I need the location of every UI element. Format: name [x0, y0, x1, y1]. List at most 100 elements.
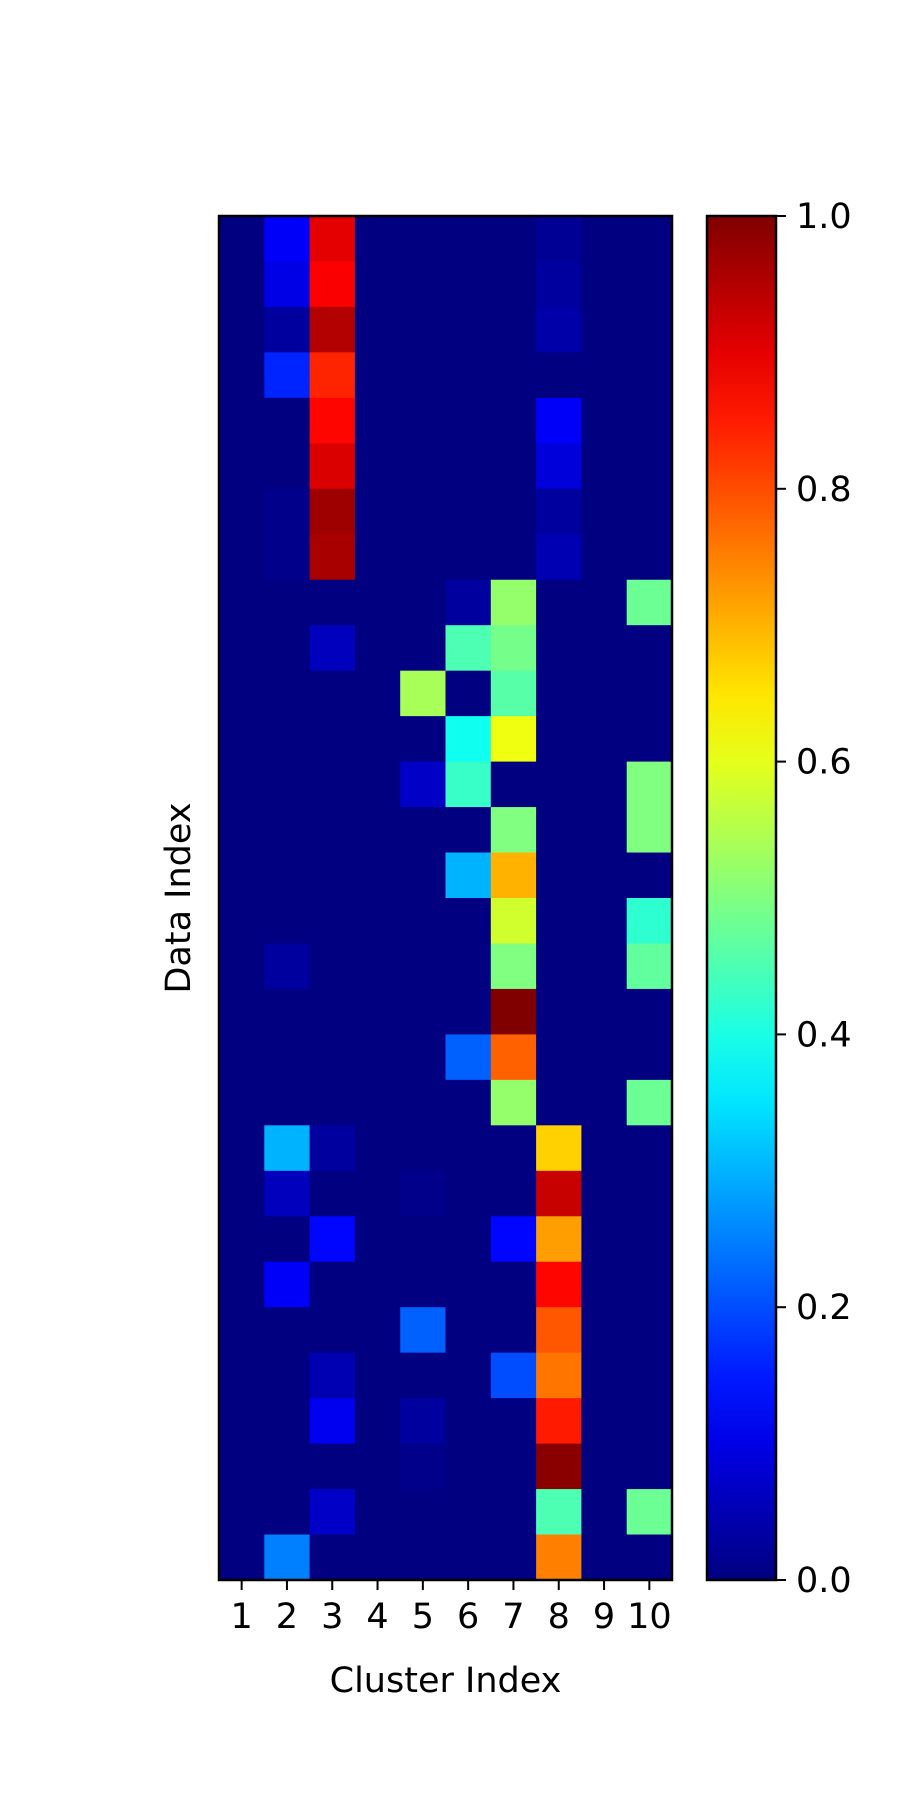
heatmap-cell — [581, 625, 628, 672]
colorbar-tick-label: 1.0 — [796, 197, 852, 237]
heatmap-cell — [581, 761, 628, 808]
heatmap-cell — [309, 261, 356, 308]
heatmap-cell — [400, 1307, 447, 1354]
heatmap-cell — [219, 1398, 265, 1445]
heatmap-cell — [354, 852, 401, 899]
heatmap-cell — [445, 397, 492, 444]
heatmap-cell — [490, 352, 537, 399]
heatmap-cell — [445, 852, 492, 899]
heatmap-cell — [445, 1398, 492, 1445]
heatmap-cell — [445, 352, 492, 399]
heatmap-cell — [581, 1034, 628, 1081]
heatmap-cell — [536, 1352, 582, 1399]
heatmap-cell — [626, 397, 673, 444]
heatmap-cell — [581, 670, 628, 717]
heatmap-cell — [309, 216, 356, 263]
heatmap-cell — [354, 670, 401, 717]
heatmap-cell — [219, 443, 265, 490]
heatmap-cell — [264, 1079, 311, 1126]
heatmap-cell — [400, 1079, 447, 1126]
heatmap-cell — [536, 670, 582, 717]
heatmap-cell — [219, 943, 265, 990]
heatmap-cell — [309, 1170, 356, 1217]
heatmap-cell — [445, 1034, 492, 1081]
heatmap-cell — [400, 534, 447, 581]
heatmap-cell — [490, 716, 537, 763]
heatmap-cell — [219, 306, 265, 353]
heatmap-cell — [309, 670, 356, 717]
heatmap-cell — [626, 1125, 673, 1172]
heatmap-cell — [219, 1534, 265, 1581]
heatmap-cell — [309, 534, 356, 581]
heatmap-cell — [264, 1443, 311, 1490]
heatmap-cell — [581, 1079, 628, 1126]
heatmap-cell — [445, 579, 492, 626]
heatmap-cell — [626, 761, 673, 808]
heatmap-cell — [264, 1534, 311, 1581]
heatmap-cell — [445, 1489, 492, 1536]
heatmap-cell — [309, 443, 356, 490]
heatmap-cell — [354, 352, 401, 399]
heatmap-cell — [626, 1307, 673, 1354]
heatmap-cell — [309, 1489, 356, 1536]
heatmap-cell — [264, 1216, 311, 1263]
heatmap-cell — [626, 1079, 673, 1126]
heatmap-cell — [490, 1216, 537, 1263]
heatmap-cell — [626, 352, 673, 399]
heatmap-cell — [581, 306, 628, 353]
heatmap-cell — [354, 397, 401, 444]
heatmap-cell — [354, 1125, 401, 1172]
heatmap-cell — [309, 579, 356, 626]
heatmap-cell — [445, 988, 492, 1035]
heatmap-cell — [400, 261, 447, 308]
heatmap-cell — [445, 1079, 492, 1126]
heatmap-cell — [400, 216, 447, 263]
heatmap-cell — [309, 1079, 356, 1126]
heatmap-cell — [626, 988, 673, 1035]
heatmap-cell — [309, 1443, 356, 1490]
heatmap-cell — [490, 761, 537, 808]
heatmap-cell — [400, 670, 447, 717]
heatmap-cell — [445, 1534, 492, 1581]
heatmap-cell — [490, 306, 537, 353]
heatmap-cell — [354, 443, 401, 490]
heatmap-cell — [536, 761, 582, 808]
heatmap-cell — [219, 625, 265, 672]
heatmap-cell — [626, 443, 673, 490]
heatmap-cell — [219, 852, 265, 899]
heatmap-cell — [400, 943, 447, 990]
heatmap-cell — [354, 988, 401, 1035]
heatmap-cell — [536, 988, 582, 1035]
heatmap-cell — [581, 1307, 628, 1354]
heatmap-cell — [309, 943, 356, 990]
heatmap-cell — [490, 443, 537, 490]
heatmap-cell — [490, 397, 537, 444]
heatmap-cell — [626, 670, 673, 717]
heatmap-cell — [400, 306, 447, 353]
heatmap-cell — [490, 261, 537, 308]
heatmap-cell — [264, 625, 311, 672]
heatmap-cell — [536, 397, 582, 444]
heatmap-cell — [626, 1216, 673, 1263]
heatmap-cell — [219, 988, 265, 1035]
heatmap-cell — [445, 1307, 492, 1354]
heatmap-cell — [490, 1534, 537, 1581]
heatmap-cell — [445, 488, 492, 535]
heatmap-cell — [490, 943, 537, 990]
heatmap-cell — [264, 1352, 311, 1399]
heatmap-cell — [264, 1170, 311, 1217]
heatmap-cell — [626, 216, 673, 263]
heatmap-cell — [219, 1489, 265, 1536]
heatmap-cell — [264, 534, 311, 581]
heatmap-cell — [354, 716, 401, 763]
heatmap-cell — [581, 1489, 628, 1536]
heatmap-cell — [309, 1261, 356, 1308]
heatmap-cell — [445, 625, 492, 672]
heatmap-cell — [264, 352, 311, 399]
heatmap-cell — [219, 1170, 265, 1217]
heatmap-cell — [400, 1125, 447, 1172]
heatmap-cell — [264, 943, 311, 990]
heatmap-cell — [354, 898, 401, 945]
heatmap-cell — [400, 579, 447, 626]
heatmap-cell — [490, 988, 537, 1035]
